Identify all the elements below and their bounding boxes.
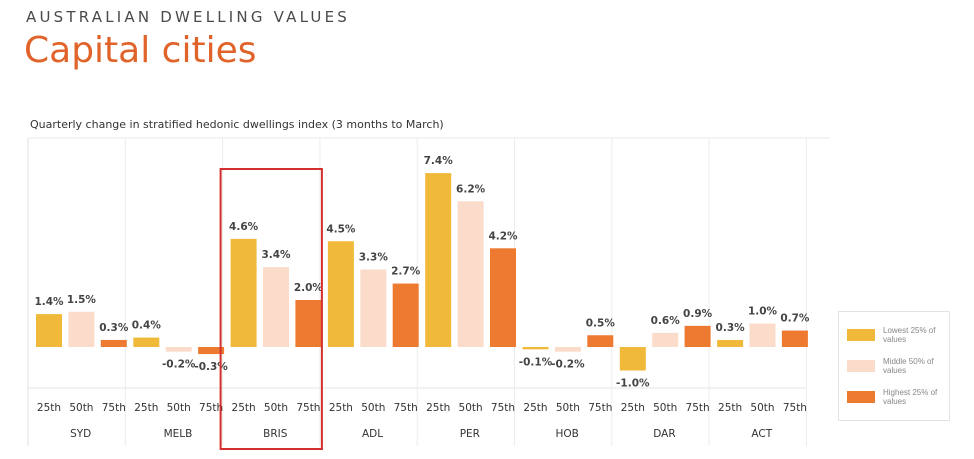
data-label: 0.7% — [780, 313, 810, 325]
tick-label: 25th — [718, 402, 742, 414]
legend-swatch-lowest — [847, 329, 875, 341]
data-label: 4.2% — [488, 230, 518, 242]
legend-item-lowest: Lowest 25% of values — [847, 326, 941, 344]
data-label: 0.3% — [99, 322, 129, 334]
legend-label-middle: Middle 50% of values — [883, 357, 934, 375]
group-label: SYD — [70, 428, 91, 440]
legend-item-highest: Highest 25% of values — [847, 388, 941, 406]
tick-label: 25th — [426, 402, 450, 414]
bar-dar-25th — [619, 347, 646, 371]
tick-label: 75th — [394, 402, 418, 414]
data-label: 6.2% — [456, 183, 486, 195]
bar-syd-50th — [68, 311, 95, 347]
legend-label-lowest: Lowest 25% of values — [883, 326, 936, 344]
chart-subtitle: Quarterly change in stratified hedonic d… — [30, 118, 444, 131]
tick-label: 75th — [491, 402, 515, 414]
page-title: Capital cities — [24, 30, 257, 71]
tick-label: 50th — [69, 402, 93, 414]
bar-dar-75th — [684, 325, 711, 347]
data-label: 1.5% — [67, 294, 97, 306]
highlight-box — [219, 168, 323, 450]
bar-adl-25th — [327, 241, 354, 347]
tick-label: 75th — [199, 402, 223, 414]
data-label: 2.0% — [294, 282, 324, 294]
data-label: 1.0% — [748, 306, 778, 318]
bar-act-75th — [781, 330, 808, 347]
bar-melb-75th — [198, 347, 225, 355]
tick-label: 75th — [783, 402, 807, 414]
tick-label: 25th — [523, 402, 547, 414]
tick-label: 75th — [102, 402, 126, 414]
tick-label: 75th — [588, 402, 612, 414]
legend-label-highest: Highest 25% of values — [883, 388, 938, 406]
bar-adl-75th — [392, 283, 419, 347]
tick-label: 25th — [134, 402, 158, 414]
bar-dar-50th — [652, 332, 679, 347]
bar-bris-75th — [295, 300, 322, 347]
data-label: -0.3% — [194, 361, 228, 373]
bar-per-50th — [457, 201, 484, 347]
bar-hob-75th — [587, 335, 614, 347]
data-label: -0.1% — [519, 356, 553, 368]
bar-syd-75th — [100, 339, 127, 347]
group-label: DAR — [653, 428, 675, 440]
group-label: PER — [460, 428, 480, 440]
data-label: 0.4% — [132, 320, 162, 332]
tick-label: 50th — [361, 402, 385, 414]
bar-bris-25th — [230, 238, 257, 347]
data-label: 4.6% — [229, 221, 259, 233]
bar-bris-50th — [263, 267, 289, 347]
bar-hob-25th — [522, 347, 549, 350]
group-label: MELB — [164, 428, 193, 440]
data-label: 1.4% — [34, 296, 64, 308]
tick-label: 75th — [296, 402, 320, 414]
data-label: 0.9% — [683, 308, 713, 320]
bar-per-75th — [490, 248, 516, 347]
data-label: -0.2% — [551, 359, 585, 371]
chart-legend: Lowest 25% of values Middle 50% of value… — [838, 311, 950, 421]
legend-swatch-middle — [847, 360, 875, 372]
bar-per-25th — [425, 173, 452, 347]
data-label: 4.5% — [326, 223, 356, 235]
data-label: 2.7% — [391, 266, 421, 278]
data-label: 7.4% — [424, 155, 454, 167]
data-label: 3.4% — [261, 249, 291, 261]
tick-label: 25th — [329, 402, 353, 414]
data-label: 0.3% — [716, 322, 746, 334]
data-label: 0.6% — [651, 315, 681, 327]
group-label: ADL — [362, 428, 383, 440]
eyebrow-heading: AUSTRALIAN DWELLING VALUES — [26, 8, 350, 26]
legend-swatch-highest — [847, 391, 875, 403]
bar-act-25th — [717, 339, 744, 347]
tick-label: 25th — [232, 402, 256, 414]
tick-label: 25th — [621, 402, 645, 414]
bar-syd-25th — [36, 314, 62, 347]
data-label: 3.3% — [359, 251, 389, 263]
tick-label: 25th — [37, 402, 61, 414]
group-label: ACT — [751, 428, 772, 440]
data-label: -0.2% — [162, 359, 196, 371]
bar-hob-50th — [554, 347, 581, 352]
tick-label: 50th — [653, 402, 677, 414]
data-label: -1.0% — [616, 378, 650, 390]
tick-label: 50th — [556, 402, 580, 414]
data-label: 0.5% — [586, 317, 616, 329]
tick-label: 50th — [264, 402, 288, 414]
tick-label: 50th — [167, 402, 191, 414]
bar-melb-50th — [165, 347, 192, 352]
group-label: BRIS — [263, 428, 288, 440]
tick-label: 50th — [750, 402, 774, 414]
bar-melb-25th — [133, 337, 160, 347]
group-label: HOB — [555, 428, 578, 440]
tick-label: 75th — [686, 402, 710, 414]
tick-label: 50th — [459, 402, 483, 414]
bar-adl-50th — [360, 269, 387, 347]
legend-item-middle: Middle 50% of values — [847, 357, 941, 375]
bar-act-50th — [749, 323, 776, 347]
